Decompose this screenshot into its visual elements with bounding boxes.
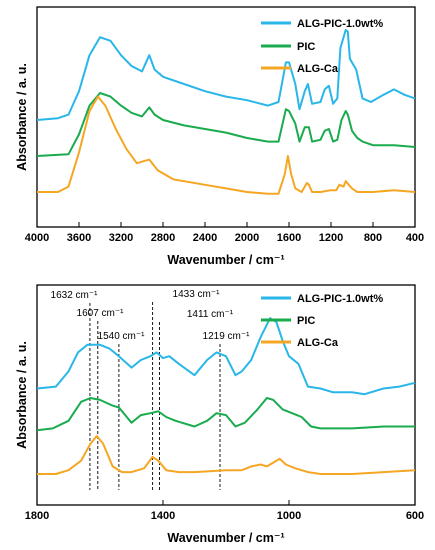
- series-line-1: [36, 29, 416, 121]
- x-tick-label: 3200: [109, 232, 133, 244]
- series-group: [36, 29, 416, 195]
- panel-zoomed-range: 1800 1400 1000 600 1632 cm⁻¹ 1607 cm⁻¹ 1540 c…: [15, 284, 424, 545]
- peak-label-1433: 1433 cm⁻¹: [173, 289, 221, 300]
- plot-frame: [36, 284, 416, 506]
- x-tick-label: 3600: [67, 232, 91, 244]
- x-tick-label: 2400: [193, 232, 217, 244]
- legend: ALG-PIC-1.0wt% PIC ALG-Ca: [261, 18, 383, 75]
- legend: ALG-PIC-1.0wt% PIC ALG-Ca: [261, 293, 383, 349]
- peak-label-1540: 1540 cm⁻¹: [98, 331, 146, 342]
- series-line-3: [37, 95, 416, 195]
- x-tick-label: 2800: [151, 232, 175, 244]
- legend-label-pic: PIC: [297, 41, 315, 53]
- x-tick-label: 600: [406, 510, 424, 522]
- series-line-2: [36, 92, 416, 157]
- legend-label-alg-pic: ALG-PIC-1.0wt%: [297, 18, 383, 30]
- x-tick-label: 1600: [277, 232, 301, 244]
- x-ticks: 4000 3600 3200 2800 2400 2000 1600 1200 800 400: [25, 222, 424, 244]
- legend-label-pic: PIC: [297, 315, 315, 327]
- x-ticks: 1800 1400 1000 600: [25, 500, 424, 522]
- x-axis-title: Wavenumber / cm⁻¹: [167, 253, 284, 267]
- x-tick-label: 1800: [25, 510, 49, 522]
- x-tick-label: 400: [406, 232, 424, 244]
- x-tick-label: 2000: [235, 232, 259, 244]
- x-axis-title: Wavenumber / cm⁻¹: [167, 531, 284, 545]
- x-tick-label: 800: [364, 232, 382, 244]
- peak-labels: 1632 cm⁻¹ 1607 cm⁻¹ 1540 cm⁻¹ 1433 cm⁻¹ 1411…: [51, 289, 251, 342]
- peak-label-1219: 1219 cm⁻¹: [203, 331, 251, 342]
- series-group: [36, 317, 416, 475]
- x-tick-label: 1200: [319, 232, 343, 244]
- plot-frame: [36, 6, 416, 228]
- legend-label-alg-ca: ALG-Ca: [297, 63, 339, 75]
- series-line-1: [36, 317, 416, 396]
- legend-label-alg-ca: ALG-Ca: [297, 337, 339, 349]
- y-axis-title: Absorbance / a. u.: [15, 341, 29, 449]
- x-tick-label: 1000: [277, 510, 301, 522]
- peak-label-1607: 1607 cm⁻¹: [77, 308, 125, 319]
- peak-label-1411: 1411 cm⁻¹: [187, 309, 234, 320]
- panel-full-range: 4000 3600 3200 2800 2400 2000 1600 1200 800 400 W…: [15, 6, 424, 267]
- series-line-3: [37, 435, 416, 475]
- y-axis-title: Absorbance / a. u.: [15, 63, 29, 171]
- legend-label-alg-pic: ALG-PIC-1.0wt%: [297, 293, 383, 305]
- peak-label-1632: 1632 cm⁻¹: [51, 290, 99, 301]
- x-tick-label: 4000: [25, 232, 49, 244]
- x-tick-label: 1400: [151, 510, 175, 522]
- series-line-2: [36, 397, 415, 432]
